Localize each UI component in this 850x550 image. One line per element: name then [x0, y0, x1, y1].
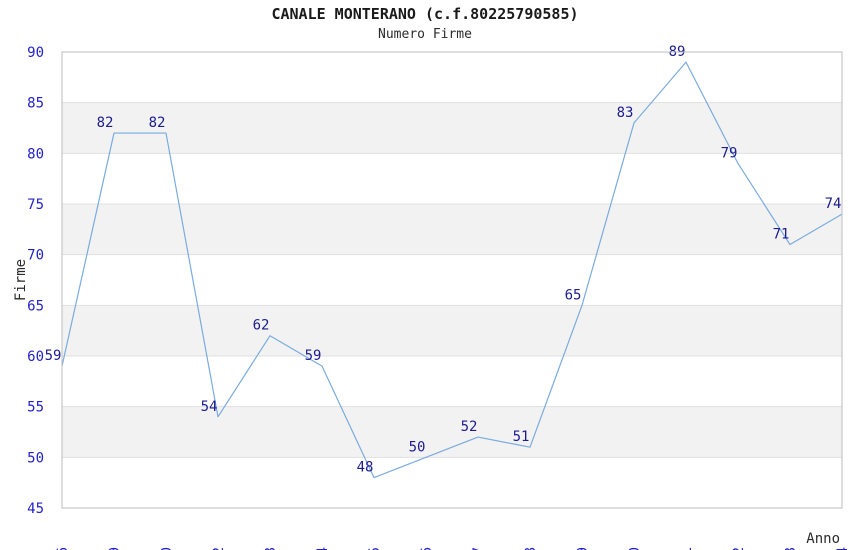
x-tick-label: 2014 — [315, 547, 331, 550]
plot-band — [62, 204, 842, 255]
y-tick-label: 45 — [27, 501, 44, 517]
data-point-label: 51 — [513, 429, 530, 445]
plot-band — [62, 406, 842, 458]
x-tick-label: 2021 — [679, 547, 695, 550]
x-tick-label: 2010 — [159, 547, 175, 550]
x-tick-label: 2023 — [783, 547, 799, 550]
data-point-label: 65 — [565, 287, 582, 303]
y-axis-title: Firme — [13, 259, 29, 301]
x-tick-label: 2019 — [575, 547, 591, 550]
data-point-label: 59 — [305, 348, 322, 364]
plot-border — [61, 51, 843, 509]
chart-title: CANALE MONTERANO (c.f.80225790585) — [271, 5, 579, 23]
data-point-label: 62 — [253, 318, 270, 334]
x-tick-label: 2015 — [367, 547, 383, 550]
chart-subtitle: Numero Firme — [378, 27, 472, 42]
data-point-label: 82 — [149, 115, 166, 131]
data-point-label: 48 — [357, 460, 374, 476]
x-tick-label: 2016 — [419, 547, 435, 550]
data-point-label: 83 — [617, 105, 634, 121]
x-tick-label: 2006 — [55, 547, 71, 550]
y-tick-label: 75 — [27, 197, 44, 213]
x-tick-label: 2012 — [211, 547, 227, 550]
y-tick-label: 55 — [27, 400, 44, 416]
y-tick-label: 85 — [27, 96, 44, 112]
plot-band — [62, 305, 842, 356]
data-point-label: 82 — [97, 115, 114, 131]
y-tick-label: 50 — [27, 450, 44, 466]
data-point-label: 54 — [201, 399, 218, 415]
x-axis-title: Anno — [806, 531, 840, 547]
y-tick-label: 60 — [27, 349, 44, 365]
x-tick-label: 2022 — [731, 547, 747, 550]
y-tick-label: 80 — [27, 146, 44, 162]
x-tick-label: 2017 — [471, 547, 487, 550]
data-point-label: 50 — [409, 439, 426, 455]
data-point-label: 59 — [45, 348, 62, 364]
data-point-label: 71 — [773, 227, 790, 243]
y-tick-label: 70 — [27, 248, 44, 264]
x-tick-label: 2024 — [835, 547, 850, 550]
y-tick-label: 65 — [27, 298, 44, 314]
plot-band — [62, 102, 842, 154]
x-tick-label: 2013 — [263, 547, 279, 550]
data-point-label: 79 — [721, 145, 738, 161]
x-tick-label: 2018 — [523, 547, 539, 550]
x-tick-label: 2020 — [627, 547, 643, 550]
data-point-label: 52 — [461, 419, 478, 435]
series-line — [61, 61, 843, 479]
data-point-label: 74 — [825, 196, 842, 212]
x-tick-label: 2009 — [107, 547, 123, 550]
y-tick-label: 90 — [27, 45, 44, 61]
